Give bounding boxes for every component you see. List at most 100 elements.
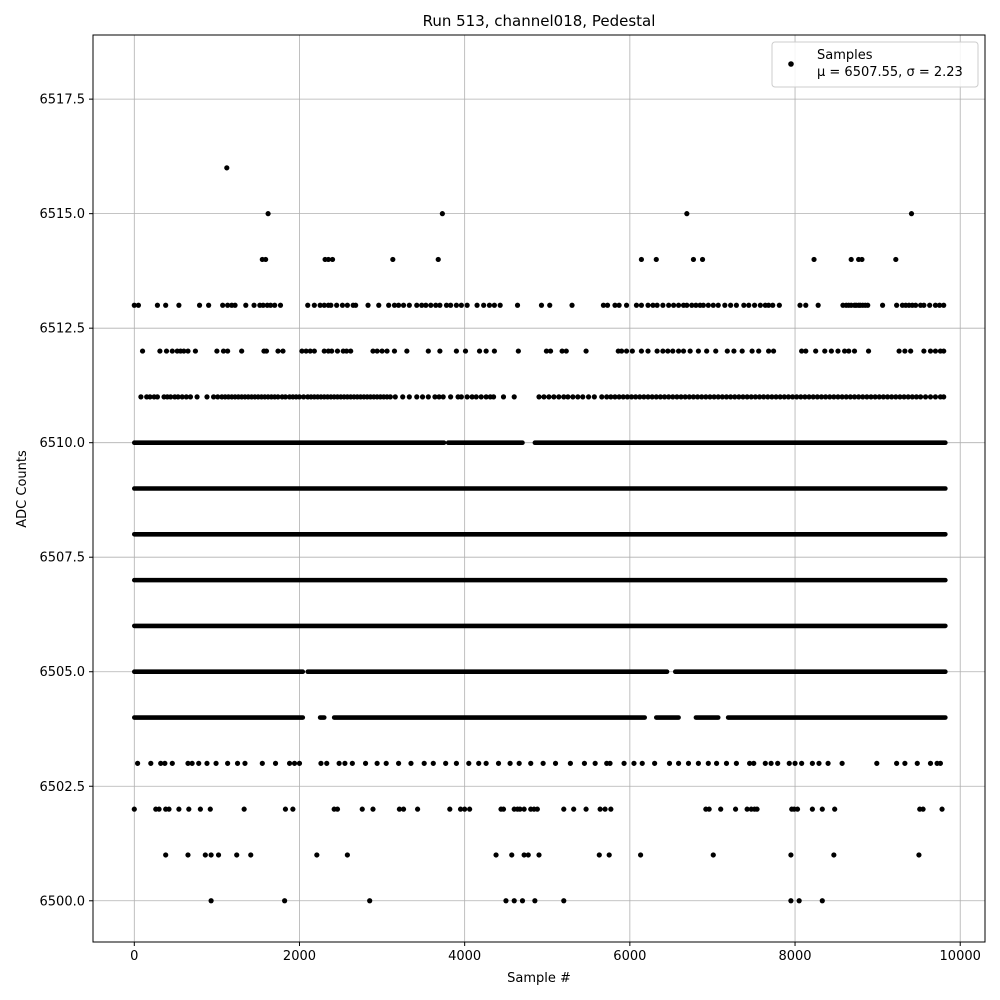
data-point: [707, 394, 713, 400]
x-tick-label: 6000: [613, 949, 646, 964]
data-point: [797, 302, 803, 308]
data-point: [166, 806, 172, 812]
data-point: [600, 302, 607, 308]
data-point: [607, 760, 613, 766]
data-point: [674, 394, 680, 400]
data-point: [163, 852, 169, 858]
data-point: [710, 852, 716, 858]
data-point: [927, 394, 934, 400]
data-point: [540, 760, 546, 766]
data-point: [736, 394, 742, 400]
data-point: [813, 348, 819, 354]
data-point: [386, 302, 392, 308]
data-point: [902, 760, 908, 766]
data-point: [263, 348, 270, 354]
data-point: [251, 302, 257, 308]
legend-stats-label: μ = 6507.55, σ = 2.23: [817, 65, 963, 80]
data-point: [384, 348, 390, 354]
legend-series-label: Samples: [817, 48, 873, 63]
data-point: [383, 760, 389, 766]
data-point: [732, 806, 739, 812]
data-point: [509, 852, 515, 858]
data-point: [879, 302, 886, 308]
data-point: [706, 806, 712, 812]
data-point: [724, 348, 730, 354]
data-point: [419, 302, 425, 308]
data-point: [321, 302, 327, 308]
y-tick-label: 6517.5: [40, 93, 86, 108]
data-point: [917, 394, 924, 400]
data-point: [604, 302, 611, 308]
data-point: [822, 348, 828, 354]
data-point: [214, 348, 220, 354]
data-point: [425, 394, 431, 400]
data-point: [756, 348, 762, 354]
data-point: [392, 394, 398, 400]
data-point: [711, 394, 717, 400]
y-tick-label: 6507.5: [40, 551, 86, 566]
data-point: [476, 348, 483, 354]
data-point: [318, 760, 324, 766]
data-point: [552, 760, 559, 766]
data-point: [376, 302, 382, 308]
data-point: [839, 394, 845, 400]
x-axis: 0 2000 4000 6000 8000 10000: [130, 942, 981, 964]
data-point: [490, 394, 497, 400]
y-tick-label: 6512.5: [40, 322, 86, 337]
data-point: [825, 760, 831, 766]
data-point: [690, 256, 697, 263]
data-point: [633, 302, 640, 308]
data-points: [131, 165, 948, 904]
data-point: [565, 394, 571, 400]
data-point: [248, 852, 254, 858]
data-point: [851, 348, 858, 354]
y-axis-label: ADC Counts: [15, 450, 30, 528]
data-point: [162, 760, 168, 766]
data-point: [675, 348, 682, 354]
data-point: [396, 806, 403, 812]
x-tick-label: 8000: [778, 949, 811, 964]
data-point: [275, 394, 281, 400]
data-point: [874, 760, 880, 766]
data-point: [493, 852, 499, 858]
data-point: [776, 302, 782, 308]
data-point: [453, 760, 460, 766]
data-point: [894, 302, 900, 308]
data-point: [207, 806, 213, 812]
data-point: [624, 394, 630, 400]
data-point: [334, 302, 340, 308]
data-point: [483, 348, 489, 354]
data-point: [453, 302, 460, 308]
data-point: [225, 302, 231, 308]
data-point: [158, 760, 164, 766]
data-point: [815, 302, 821, 308]
data-point: [713, 348, 719, 354]
data-point: [561, 394, 567, 400]
data-point: [277, 302, 284, 308]
data-point: [806, 394, 812, 400]
data-point: [585, 394, 592, 400]
data-point: [835, 394, 841, 400]
data-point: [215, 394, 221, 400]
data-point: [941, 348, 947, 354]
data-point: [889, 394, 895, 400]
data-point: [400, 806, 407, 812]
data-point: [719, 394, 725, 400]
data-point: [756, 394, 763, 400]
data-point: [746, 302, 752, 308]
data-point: [406, 302, 412, 308]
data-point: [649, 394, 655, 400]
data-point: [570, 394, 576, 400]
data-point: [362, 760, 369, 766]
data-point: [280, 348, 286, 354]
data-point: [521, 852, 527, 858]
data-point: [682, 394, 688, 400]
data-point: [705, 760, 711, 766]
data-point: [583, 348, 589, 354]
data-point: [359, 806, 365, 812]
data-point: [905, 394, 911, 400]
data-point: [296, 760, 303, 766]
data-point: [762, 760, 768, 766]
data-point: [909, 394, 915, 400]
data-point: [848, 256, 854, 263]
